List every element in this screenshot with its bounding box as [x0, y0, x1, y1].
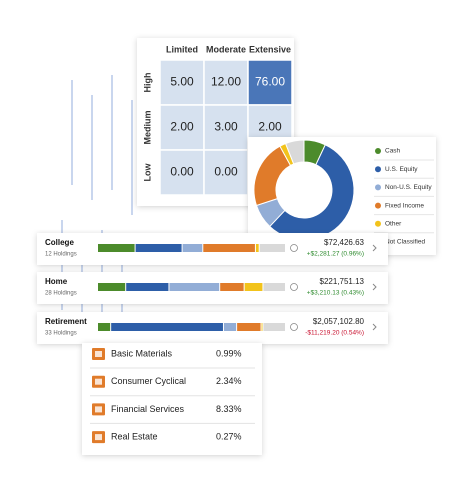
allocation-segment — [263, 283, 285, 291]
info-icon — [290, 323, 298, 331]
legend-swatch — [375, 202, 381, 209]
chevron — [372, 244, 377, 252]
allocation-segment — [98, 244, 135, 252]
sector-icon-inner — [95, 406, 102, 413]
row-header: Low — [142, 163, 152, 182]
account-value: $2,057,102.80 — [313, 317, 365, 326]
sector-value: 8.33% — [216, 404, 242, 414]
matrix-cell — [159, 59, 205, 106]
legend-label: Not Classified — [385, 239, 425, 246]
cell-value: 76.00 — [255, 75, 285, 89]
sector-panel — [82, 343, 262, 455]
allocation-segment — [255, 244, 259, 252]
column-header: Extensive — [249, 44, 291, 54]
cell-value: 2.00 — [170, 120, 194, 134]
info-icon — [290, 244, 298, 252]
account-name: Home — [45, 277, 68, 286]
allocation-segment — [126, 283, 169, 291]
account-holdings: 33 Holdings — [45, 331, 77, 337]
legend-label: U.S. Equity — [385, 166, 418, 173]
account-value: $221,751.13 — [320, 277, 365, 286]
legend-label: Cash — [385, 148, 401, 155]
sector-icon-inner — [95, 351, 102, 357]
allocation-segment — [182, 244, 203, 252]
sector-value: 0.99% — [216, 348, 242, 358]
account-name: College — [45, 238, 74, 247]
column-header: Moderate — [206, 44, 246, 54]
matrix-cell — [159, 149, 205, 196]
account-value: $72,426.63 — [324, 238, 365, 247]
info-icon — [290, 283, 298, 291]
cell-value: 12.00 — [211, 75, 241, 89]
legend-label: Fixed Income — [385, 202, 424, 209]
cell-value: 2.00 — [258, 120, 282, 134]
allocation-segment — [135, 244, 182, 252]
allocation-segment — [259, 244, 285, 252]
account-card[interactable]: College 12 Holdings $72,426.63 +$2,281.27 (… — [37, 233, 388, 265]
sector-icon-inner — [95, 378, 102, 385]
allocation-segment — [169, 283, 220, 291]
sector-name: Financial Services — [111, 404, 185, 414]
matrix-cell — [203, 59, 249, 106]
allocation-segment — [220, 283, 244, 291]
cell-value: 3.00 — [214, 120, 238, 134]
chevron — [372, 283, 377, 291]
sector-value: 0.27% — [216, 431, 242, 441]
sector-name: Real Estate — [111, 431, 158, 441]
row-header: High — [142, 73, 152, 93]
chevron — [372, 323, 377, 331]
sector-icon-inner — [95, 434, 102, 441]
account-card[interactable]: Retirement 33 Holdings $2,057,102.80 -$11,2… — [37, 312, 388, 344]
sector-value: 2.34% — [216, 376, 242, 386]
allocation-segment — [261, 323, 263, 331]
allocation-segment — [98, 283, 126, 291]
allocation-segment — [244, 283, 263, 291]
matrix-cell — [203, 104, 249, 151]
account-change: +$2,281.27 (0.96%) — [307, 251, 364, 258]
legend-label: Other — [385, 221, 402, 228]
allocation-segment — [237, 323, 261, 331]
matrix-cell — [247, 59, 293, 106]
cell-value: 0.00 — [214, 165, 238, 179]
account-card[interactable]: Home 28 Holdings $221,751.13 +$3,210.13 (0.… — [37, 272, 388, 304]
donut-slice — [284, 139, 305, 165]
sector-name: Basic Materials — [111, 348, 173, 358]
sector-name: Consumer Cyclical — [111, 376, 186, 386]
legend-swatch — [375, 220, 381, 227]
account-change: +$3,210.13 (0.43%) — [307, 290, 364, 297]
allocation-segment — [98, 323, 111, 331]
cell-value: 5.00 — [170, 75, 194, 89]
account-holdings: 28 Holdings — [45, 291, 77, 297]
matrix-cell — [159, 104, 205, 151]
account-name: Retirement — [45, 317, 87, 326]
row-header: Medium — [142, 110, 152, 144]
legend-swatch — [375, 148, 381, 154]
account-holdings: 12 Holdings — [45, 252, 77, 258]
cell-value: 0.00 — [170, 165, 194, 179]
legend-swatch — [375, 166, 381, 173]
allocation-segment — [223, 323, 237, 331]
account-change: -$11,219.20 (0.54%) — [305, 330, 364, 337]
allocation-segment — [111, 323, 223, 331]
allocation-segment — [263, 323, 285, 331]
allocation-segment — [203, 244, 255, 252]
legend-swatch — [375, 184, 381, 191]
legend-label: Non-U.S. Equity — [385, 184, 432, 191]
column-header: Limited — [166, 44, 198, 54]
